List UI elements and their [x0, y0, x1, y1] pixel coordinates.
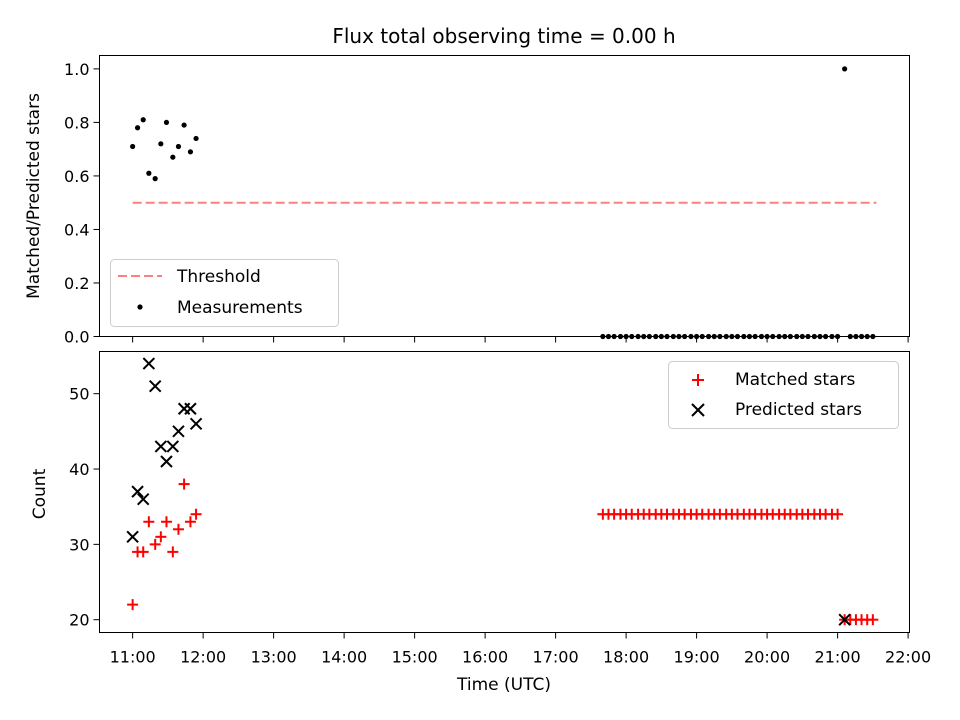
matched-star-point — [155, 531, 167, 543]
legend-measurements-label: Measurements — [177, 298, 303, 318]
x-tick-label: 18:00 — [603, 648, 649, 667]
count-y-axis-label: Count — [30, 468, 50, 519]
x-tick-label: 22:00 — [885, 648, 931, 667]
predicted-star-point — [166, 440, 180, 453]
matched-star-point — [127, 599, 139, 611]
predicted-star-point — [131, 485, 144, 498]
measurement-point — [134, 125, 141, 131]
y-tick-label: 1.0 — [64, 60, 89, 79]
y-tick-label: 0.4 — [64, 220, 89, 239]
matched-star-point — [167, 546, 179, 558]
y-tick-label: 0.0 — [64, 328, 89, 347]
matched-star-point — [184, 516, 196, 528]
predicted-star-point — [160, 455, 173, 468]
y-tick-label: 40 — [69, 460, 89, 479]
x-tick-label: 21:00 — [815, 648, 861, 667]
matched-star-point — [137, 546, 149, 558]
legend-predicted-swatch — [691, 403, 705, 417]
predicted-star-point — [142, 357, 156, 370]
legend-matched-swatch — [692, 374, 704, 386]
measurement-point — [146, 170, 152, 176]
matched-star-point — [172, 523, 184, 535]
predicted-star-point — [838, 613, 851, 626]
x-tick-label: 17:00 — [533, 648, 579, 667]
predicted-star-point — [137, 492, 150, 506]
ratio-legend-box — [110, 259, 339, 327]
measurement-point — [842, 66, 848, 72]
y-tick-label: 50 — [69, 385, 89, 404]
predicted-star-point — [189, 417, 203, 431]
legend-predicted-label: Predicted stars — [735, 400, 862, 420]
measurement-point — [158, 141, 164, 147]
measurement-point — [152, 176, 158, 182]
measurement-point — [181, 122, 187, 128]
matched-star-point — [149, 538, 161, 550]
measurement-point — [170, 154, 176, 160]
x-tick-label: 16:00 — [462, 648, 508, 667]
matched-star-point — [867, 614, 879, 626]
chart-title: Flux total observing time = 0.00 h — [332, 24, 675, 48]
predicted-star-point — [172, 425, 185, 438]
predicted-star-point — [126, 530, 139, 544]
ratio-legend: Threshold Measurements — [110, 259, 339, 327]
x-tick-label: 14:00 — [321, 648, 367, 667]
x-tick-label: 15:00 — [392, 648, 438, 667]
y-tick-label: 0.8 — [64, 113, 89, 132]
ratio-plot-frame — [99, 55, 910, 337]
x-tick-label: 12:00 — [180, 648, 226, 667]
y-tick-label: 30 — [69, 535, 89, 554]
matched-star-point — [190, 508, 202, 520]
x-tick-label: 11:00 — [110, 648, 156, 667]
legend-measurements-swatch — [137, 304, 143, 310]
measurement-point — [193, 135, 199, 142]
y-tick-label: 0.6 — [64, 167, 89, 186]
ratio-panel: 0.0 0.2 0.4 0.6 0.8 1.0 Matched/Predicted sta… — [24, 55, 910, 347]
legend-threshold-label: Threshold — [176, 267, 261, 287]
count-legend: Matched stars Predicted stars — [668, 361, 899, 429]
measurement-point — [163, 119, 170, 126]
x-tick-label: 20:00 — [744, 648, 790, 667]
x-axis-label: Time (UTC) — [456, 675, 551, 695]
measurement-point — [175, 143, 182, 150]
matched-star-point — [832, 508, 844, 520]
ratio-y-axis-label: Matched/Predicted stars — [24, 93, 44, 299]
y-tick-label: 0.2 — [64, 274, 89, 293]
matched-star-point — [178, 478, 190, 490]
measurement-point — [130, 143, 136, 150]
measurement-point — [140, 117, 146, 123]
y-tick-label: 20 — [69, 611, 89, 630]
predicted-star-point — [154, 440, 168, 453]
measurement-point — [187, 149, 194, 155]
predicted-star-point — [184, 402, 197, 415]
count-plot-frame — [99, 351, 910, 633]
x-tick-label: 13:00 — [251, 648, 297, 667]
count-panel: 20 30 40 50 11:00 12:00 13:00 14:00 15:00 16:00 1… — [30, 351, 931, 695]
predicted-star-point — [148, 379, 162, 393]
x-tick-label: 19:00 — [674, 648, 720, 667]
legend-matched-label: Matched stars — [735, 370, 855, 390]
matched-star-point — [160, 516, 172, 528]
count-legend-box — [668, 361, 899, 429]
matched-star-point — [143, 516, 155, 528]
